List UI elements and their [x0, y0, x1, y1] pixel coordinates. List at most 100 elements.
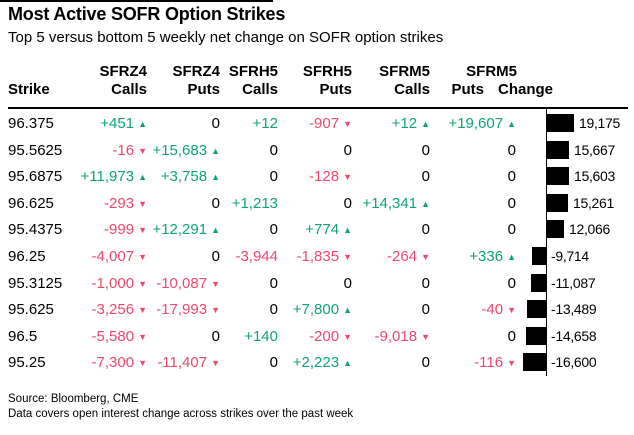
net-change-value: 0	[421, 168, 430, 186]
net-change-value: +12	[252, 115, 278, 132]
cell-sfrm5-puts: +336 ▲	[469, 243, 516, 272]
cell-sfrz4-calls: -5,580 ▼	[92, 323, 147, 352]
net-change-value: +19,607	[448, 115, 504, 132]
table-row: 96.625 -293 ▼ 0 +1,213 0 +14,341 ▲ 0 15,26…	[0, 190, 634, 217]
table-row: 95.4375 -999 ▼ +12,291 ▲ 0 +774 ▲ 0 0 12,06…	[0, 216, 634, 243]
cell-sfrz4-calls: -293 ▼	[104, 190, 147, 219]
cell-sfrm5-calls: -9,018 ▼	[375, 323, 430, 352]
down-arrow-icon: ▼	[343, 252, 352, 262]
net-change-value: 0	[507, 221, 516, 239]
change-bar	[547, 114, 574, 132]
net-change-value: -11,407	[157, 354, 208, 372]
net-change-value: +14,341	[362, 194, 418, 212]
net-change-value: -200	[309, 327, 340, 345]
net-change-value: +12,291	[152, 221, 208, 239]
net-change-value: -1,835	[296, 248, 340, 265]
cell-sfrz4-puts: +12,291 ▲	[152, 216, 220, 245]
net-change-value: 0	[211, 115, 220, 132]
cell-sfrm5-puts: 0	[508, 270, 516, 297]
cell-sfrm5-calls: +12 ▲	[392, 110, 430, 139]
up-arrow-icon: ▲	[343, 305, 352, 316]
column-header-contract-sfrz4-puts: SFRZ4	[172, 63, 220, 80]
net-change-value: 0	[421, 221, 430, 239]
cell-sfrz4-calls: -7,300 ▼	[92, 349, 147, 378]
net-change-value: 0	[507, 168, 516, 186]
cell-sfrm5-calls: 0	[422, 270, 430, 297]
net-change-value: 0	[421, 301, 430, 319]
chart-baseline-axis	[546, 109, 547, 376]
change-value: 15,261	[573, 194, 615, 211]
net-change-value: -40	[481, 301, 504, 319]
cell-sfrm5-calls: 0	[422, 163, 430, 190]
net-change-value: +15,683	[152, 141, 208, 159]
strike-cell: 95.3125	[8, 274, 63, 292]
change-bar	[547, 140, 569, 159]
column-header-contract-sfrh5-calls: SFRH5	[228, 63, 278, 80]
cell-sfrz4-puts: -11,407 ▼	[157, 349, 220, 378]
change-value: 15,603	[574, 168, 616, 185]
cell-sfrh5-calls: -3,944	[235, 243, 278, 270]
column-header-type-sfrz4-puts: Puts	[187, 81, 220, 98]
net-change-value: 0	[211, 194, 220, 212]
net-change-value: 0	[421, 274, 430, 292]
net-change-value: 0	[211, 327, 220, 345]
net-change-value: -907	[309, 115, 340, 132]
down-arrow-icon: ▼	[507, 358, 516, 369]
net-change-value: -293	[104, 194, 135, 212]
up-arrow-icon: ▲	[138, 172, 147, 183]
up-arrow-icon: ▲	[507, 252, 516, 262]
net-change-value: +1,213	[231, 194, 278, 212]
strike-cell: 95.25	[8, 354, 46, 372]
down-arrow-icon: ▼	[421, 252, 430, 262]
cell-sfrh5-calls: 0	[270, 349, 278, 376]
up-arrow-icon: ▲	[507, 119, 516, 129]
net-change-value: 0	[507, 141, 516, 159]
cell-sfrm5-puts: 0	[508, 190, 516, 217]
change-value: -11,087	[551, 274, 596, 291]
down-arrow-icon: ▼	[211, 358, 220, 369]
column-header-contract-sfrm5-calls: SFRM5	[379, 63, 430, 80]
strike-cell: 95.4375	[8, 221, 63, 239]
cell-sfrh5-puts: +774 ▲	[305, 216, 352, 245]
net-change-value: -9,018	[374, 327, 418, 345]
column-header-change: Change	[497, 81, 553, 98]
net-change-value: +451	[100, 115, 135, 132]
change-value: 19,175	[579, 115, 621, 131]
table-row: 96.25 -4,007 ▼ 0 -3,944 -1,835 ▼ -264 ▼ +33…	[0, 243, 634, 270]
net-change-value: -16	[112, 141, 135, 159]
strike-cell: 96.5	[8, 327, 38, 345]
cell-sfrz4-calls: -4,007 ▼	[92, 243, 147, 272]
cell-sfrh5-puts: 0	[344, 270, 352, 297]
cell-sfrh5-calls: 0	[270, 137, 278, 164]
column-header-contract-sfrz4-calls: SFRZ4	[99, 63, 147, 80]
change-value: -9,714	[551, 248, 589, 264]
down-arrow-icon: ▼	[211, 278, 220, 289]
net-change-value: 0	[269, 354, 278, 372]
up-arrow-icon: ▲	[421, 198, 430, 209]
up-arrow-icon: ▲	[211, 172, 220, 183]
cell-sfrz4-puts: 0	[212, 323, 220, 350]
cell-sfrm5-calls: -264 ▼	[387, 243, 430, 272]
net-change-value: 0	[269, 221, 278, 239]
net-change-value: -116	[474, 354, 504, 372]
net-change-value: +11,973	[80, 168, 135, 186]
down-arrow-icon: ▼	[138, 358, 147, 369]
change-value: -13,489	[551, 301, 597, 318]
change-bar	[523, 353, 546, 372]
up-arrow-icon: ▲	[138, 119, 147, 129]
cell-sfrm5-calls: +14,341 ▲	[362, 190, 430, 219]
cell-sfrz4-calls: -999 ▼	[104, 216, 147, 245]
top-border-line	[0, 0, 273, 2]
change-value: 12,066	[569, 221, 611, 238]
change-bar	[526, 326, 546, 345]
net-change-value: -3,944	[235, 248, 278, 265]
cell-sfrh5-puts: -907 ▼	[309, 110, 352, 139]
down-arrow-icon: ▼	[138, 305, 147, 316]
cell-sfrz4-puts: 0	[212, 190, 220, 217]
cell-sfrz4-puts: 0	[212, 243, 220, 270]
table-row: 95.25 -7,300 ▼ -11,407 ▼ 0 +2,223 ▲ 0 -116 ▼…	[0, 349, 634, 376]
column-header-type-sfrz4-calls: Calls	[111, 81, 147, 98]
table-row: 96.375 +451 ▲ 0 +12 -907 ▼ +12 ▲ +19,607 ▲ 1…	[0, 110, 634, 137]
up-arrow-icon: ▲	[343, 358, 352, 369]
net-change-value: 0	[269, 301, 278, 319]
